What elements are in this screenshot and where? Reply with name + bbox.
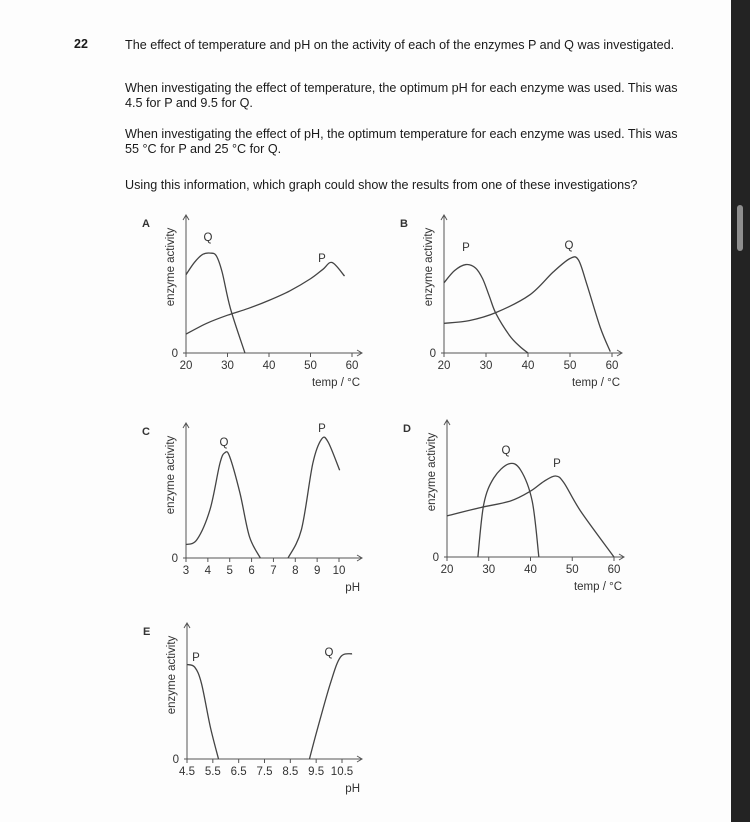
ph-condition-text: When investigating the effect of pH, the… bbox=[125, 127, 678, 156]
x-tick-label: 8.5 bbox=[282, 766, 298, 778]
curve-label-p: P bbox=[192, 652, 200, 664]
curve-label-q: Q bbox=[220, 437, 229, 449]
x-tick-label: 40 bbox=[263, 360, 276, 372]
x-tick-label: 60 bbox=[606, 360, 619, 372]
question-intro: The effect of temperature and pH on the … bbox=[125, 38, 675, 52]
x-axis-label: temp / °C bbox=[572, 377, 620, 389]
x-axis-label: pH bbox=[345, 582, 360, 594]
curve-label-p: P bbox=[318, 423, 326, 435]
x-axis-arrow-icon bbox=[356, 349, 363, 357]
curve-enzyme-p bbox=[443, 263, 529, 354]
x-tick-label: 10.5 bbox=[331, 766, 353, 778]
x-tick-label: 60 bbox=[346, 360, 359, 372]
y-axis-arrow-icon bbox=[182, 422, 190, 429]
x-tick-label: 50 bbox=[564, 360, 577, 372]
question-prompt: Using this information, which graph coul… bbox=[125, 178, 638, 192]
y-axis-label: enzyme activity bbox=[165, 435, 177, 514]
x-tick-label: 30 bbox=[221, 360, 234, 372]
x-axis-arrow-icon bbox=[356, 554, 363, 562]
curve-label-q: Q bbox=[204, 232, 213, 244]
curve-enzyme-p bbox=[446, 475, 615, 558]
x-tick-label: 5 bbox=[227, 565, 233, 577]
x-tick-label: 6 bbox=[248, 565, 254, 577]
x-tick-label: 20 bbox=[438, 360, 451, 372]
y-tick-label: 0 bbox=[172, 348, 178, 360]
curve-label-p: P bbox=[318, 253, 326, 265]
x-tick-label: 6.5 bbox=[231, 766, 247, 778]
panel-letter: B bbox=[400, 218, 408, 230]
x-axis-arrow-icon bbox=[618, 553, 625, 561]
curve-label-p: P bbox=[462, 242, 470, 254]
y-axis-label: enzyme activity bbox=[423, 227, 435, 306]
x-tick-label: 40 bbox=[524, 564, 537, 576]
question-number: 22 bbox=[74, 37, 88, 51]
x-tick-label: 60 bbox=[608, 564, 621, 576]
y-tick-label: 0 bbox=[172, 553, 178, 565]
y-axis-label: enzyme activity bbox=[165, 227, 177, 306]
x-tick-label: 30 bbox=[482, 564, 495, 576]
y-tick-label: 0 bbox=[173, 754, 179, 766]
y-axis-label: enzyme activity bbox=[426, 432, 438, 511]
x-tick-label: 4.5 bbox=[179, 766, 195, 778]
curve-enzyme-p bbox=[287, 436, 341, 559]
panel-letter: E bbox=[143, 626, 150, 638]
curve-enzyme-q bbox=[443, 256, 611, 352]
x-tick-label: 20 bbox=[180, 360, 193, 372]
scrollbar-thumb[interactable] bbox=[737, 205, 743, 251]
exam-page: 22 The effect of temperature and pH on t… bbox=[0, 0, 731, 822]
x-tick-label: 3 bbox=[183, 565, 189, 577]
y-axis-arrow-icon bbox=[182, 214, 190, 221]
x-axis-label: pH bbox=[345, 783, 360, 795]
y-tick-label: 0 bbox=[430, 348, 436, 360]
y-axis-label: enzyme activity bbox=[166, 635, 178, 714]
curve-label-p: P bbox=[553, 458, 561, 470]
panel-letter: D bbox=[403, 423, 411, 435]
y-tick-label: 0 bbox=[433, 552, 439, 564]
x-tick-label: 5.5 bbox=[205, 766, 221, 778]
x-tick-label: 50 bbox=[566, 564, 579, 576]
temperature-condition-text: When investigating the effect of tempera… bbox=[125, 81, 678, 110]
curve-label-q: Q bbox=[325, 647, 334, 659]
x-tick-label: 4 bbox=[205, 565, 212, 577]
x-axis-label: temp / °C bbox=[574, 581, 622, 593]
curve-enzyme-q bbox=[308, 653, 353, 760]
curve-enzyme-p bbox=[186, 663, 220, 760]
x-tick-label: 20 bbox=[441, 564, 454, 576]
x-tick-label: 7 bbox=[270, 565, 276, 577]
y-axis-arrow-icon bbox=[183, 622, 191, 629]
scrollbar-track[interactable] bbox=[731, 0, 750, 822]
x-tick-label: 50 bbox=[304, 360, 317, 372]
curve-enzyme-q bbox=[185, 451, 261, 559]
x-tick-label: 7.5 bbox=[257, 766, 273, 778]
x-tick-label: 10 bbox=[333, 565, 346, 577]
x-tick-label: 9.5 bbox=[308, 766, 324, 778]
y-axis-arrow-icon bbox=[440, 214, 448, 221]
panel-letter: C bbox=[142, 426, 150, 438]
curve-enzyme-q bbox=[185, 252, 246, 354]
curve-label-q: Q bbox=[502, 445, 511, 457]
curve-enzyme-p bbox=[185, 261, 346, 335]
x-tick-label: 30 bbox=[480, 360, 493, 372]
x-axis-arrow-icon bbox=[356, 755, 363, 763]
x-tick-label: 40 bbox=[522, 360, 535, 372]
curve-enzyme-q bbox=[477, 462, 540, 558]
x-axis-label: temp / °C bbox=[312, 377, 360, 389]
y-axis-arrow-icon bbox=[443, 419, 451, 426]
curve-label-q: Q bbox=[565, 240, 574, 252]
x-axis-arrow-icon bbox=[616, 349, 623, 357]
x-tick-label: 9 bbox=[314, 565, 320, 577]
panel-letter: A bbox=[142, 218, 150, 230]
x-tick-label: 8 bbox=[292, 565, 298, 577]
